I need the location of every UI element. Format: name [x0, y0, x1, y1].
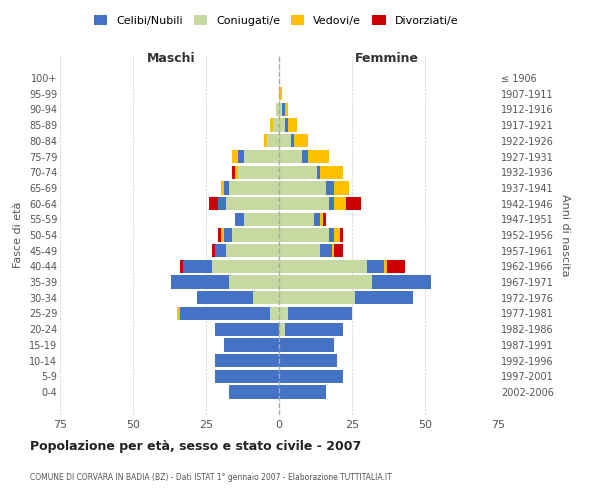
Bar	[212, 260, 279, 273]
Bar	[215, 370, 279, 383]
Bar	[334, 197, 346, 210]
Y-axis label: Anni di nascita: Anni di nascita	[560, 194, 571, 276]
Bar	[268, 134, 279, 147]
Bar	[215, 354, 279, 367]
Bar	[279, 338, 334, 351]
Bar	[224, 181, 229, 194]
Bar	[293, 134, 308, 147]
Bar	[279, 103, 282, 116]
Bar	[285, 322, 343, 336]
Bar	[215, 244, 226, 258]
Bar	[290, 134, 293, 147]
Bar	[177, 307, 180, 320]
Bar	[279, 322, 285, 336]
Bar	[229, 276, 279, 289]
Bar	[253, 291, 279, 304]
Bar	[302, 150, 308, 163]
Bar	[288, 307, 352, 320]
Bar	[270, 307, 279, 320]
Bar	[212, 244, 215, 258]
Bar	[329, 228, 334, 241]
Bar	[180, 260, 182, 273]
Bar	[320, 212, 323, 226]
Bar	[288, 118, 296, 132]
Bar	[285, 118, 288, 132]
Bar	[334, 228, 340, 241]
Bar	[244, 212, 279, 226]
Bar	[238, 150, 244, 163]
Bar	[326, 181, 334, 194]
Bar	[373, 276, 431, 289]
Bar	[276, 103, 279, 116]
Bar	[218, 228, 221, 241]
Bar	[279, 291, 355, 304]
Bar	[320, 244, 332, 258]
Bar	[279, 276, 373, 289]
Bar	[314, 212, 320, 226]
Bar	[279, 228, 329, 241]
Bar	[235, 166, 238, 179]
Bar	[265, 134, 268, 147]
Bar	[232, 150, 238, 163]
Bar	[279, 354, 337, 367]
Bar	[279, 212, 314, 226]
Bar	[329, 197, 334, 210]
Bar	[332, 244, 334, 258]
Bar	[209, 197, 218, 210]
Bar	[323, 212, 326, 226]
Bar	[182, 260, 212, 273]
Bar	[229, 181, 279, 194]
Bar	[279, 307, 288, 320]
Bar	[346, 197, 361, 210]
Bar	[270, 118, 273, 132]
Bar	[226, 244, 279, 258]
Bar	[224, 338, 279, 351]
Bar	[226, 197, 279, 210]
Bar	[229, 386, 279, 398]
Bar	[282, 103, 285, 116]
Bar	[232, 228, 279, 241]
Bar	[317, 166, 320, 179]
Text: Popolazione per età, sesso e stato civile - 2007: Popolazione per età, sesso e stato civil…	[30, 440, 361, 453]
Text: Femmine: Femmine	[355, 52, 419, 66]
Bar	[279, 181, 326, 194]
Bar	[180, 307, 270, 320]
Bar	[221, 228, 224, 241]
Bar	[384, 260, 387, 273]
Bar	[221, 181, 224, 194]
Bar	[279, 386, 326, 398]
Bar	[340, 228, 343, 241]
Bar	[279, 87, 282, 101]
Bar	[334, 244, 343, 258]
Bar	[232, 166, 235, 179]
Bar	[285, 103, 288, 116]
Bar	[215, 322, 279, 336]
Bar	[273, 118, 279, 132]
Bar	[279, 197, 329, 210]
Bar	[279, 150, 302, 163]
Bar	[355, 291, 413, 304]
Legend: Celibi/Nubili, Coniugati/e, Vedovi/e, Divorziati/e: Celibi/Nubili, Coniugati/e, Vedovi/e, Di…	[89, 10, 463, 30]
Bar	[224, 228, 232, 241]
Bar	[334, 181, 349, 194]
Bar	[387, 260, 404, 273]
Bar	[171, 276, 229, 289]
Bar	[308, 150, 329, 163]
Bar	[279, 244, 320, 258]
Bar	[367, 260, 384, 273]
Bar	[279, 118, 285, 132]
Bar	[320, 166, 343, 179]
Bar	[279, 134, 290, 147]
Bar	[244, 150, 279, 163]
Bar	[279, 166, 317, 179]
Text: COMUNE DI CORVARA IN BADIA (BZ) - Dati ISTAT 1° gennaio 2007 - Elaborazione TUTT: COMUNE DI CORVARA IN BADIA (BZ) - Dati I…	[30, 473, 392, 482]
Bar	[235, 212, 244, 226]
Bar	[197, 291, 253, 304]
Bar	[279, 260, 367, 273]
Bar	[218, 197, 226, 210]
Text: Maschi: Maschi	[146, 52, 195, 66]
Y-axis label: Fasce di età: Fasce di età	[13, 202, 23, 268]
Bar	[238, 166, 279, 179]
Bar	[279, 370, 343, 383]
